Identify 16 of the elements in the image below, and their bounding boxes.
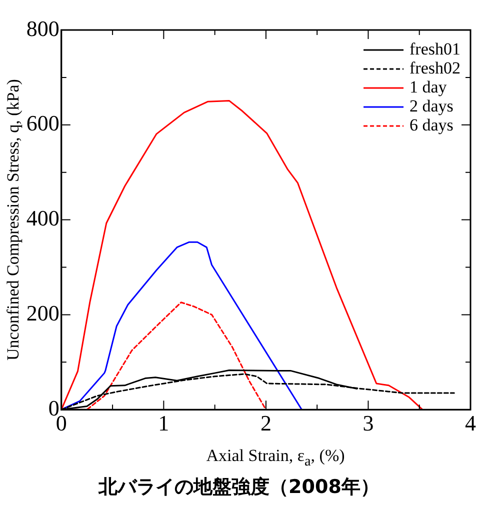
x-tick-label: 1 — [158, 410, 170, 436]
legend-label: fresh01 — [410, 39, 460, 58]
y-tick-label: 800 — [26, 16, 60, 41]
legend-label: 6 days — [410, 115, 454, 134]
x-axis-title: Axial Strain, ε$_{a}$, (%) — [205, 446, 346, 470]
text: 北バライの地盤強度（2008年） — [97, 475, 380, 500]
legend-label: 1 day — [410, 77, 448, 96]
y-axis-title: Unconfined Compression Stress, q, (kPa) — [4, 79, 23, 361]
legend-label: 2 days — [410, 96, 454, 116]
y-tick-label: 400 — [26, 206, 60, 231]
y-tick-label: 600 — [26, 110, 60, 136]
legend-label: fresh02 — [410, 58, 460, 78]
y-tick-label: 200 — [26, 300, 60, 326]
x-tick-label: 3 — [362, 410, 374, 436]
x-tick-label: 4 — [465, 410, 476, 436]
x-tick-label: 2 — [260, 410, 272, 436]
